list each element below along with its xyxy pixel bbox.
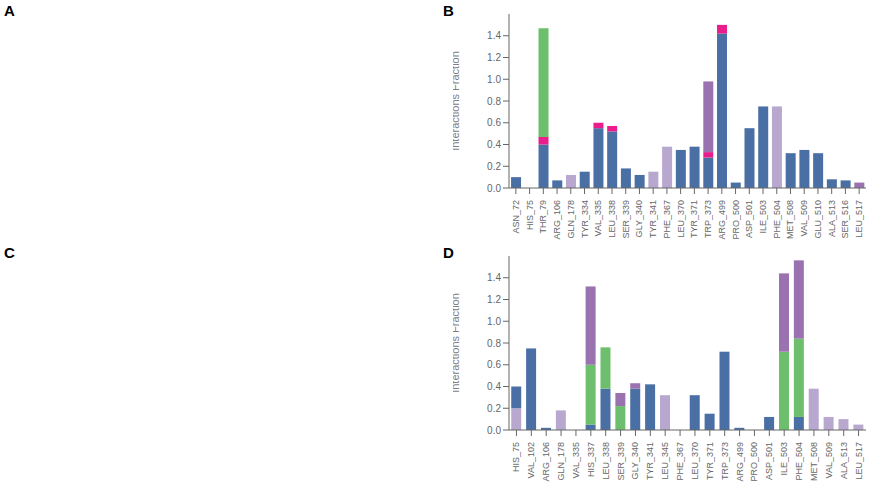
svg-text:ASP_501: ASP_501 xyxy=(764,442,774,480)
html-text:C: C xyxy=(4,244,15,261)
svg-text:0.2: 0.2 xyxy=(487,403,501,414)
svg-text:ALA_513: ALA_513 xyxy=(839,442,849,479)
svg-text:0.0: 0.0 xyxy=(487,425,501,436)
svg-text:TYR_341: TYR_341 xyxy=(645,442,655,480)
svg-text:ASP_501: ASP_501 xyxy=(744,200,754,238)
svg-text:TRP_373: TRP_373 xyxy=(703,200,713,238)
svg-text:PHE_367: PHE_367 xyxy=(662,200,672,239)
svg-text:GLN_178: GLN_178 xyxy=(556,442,566,481)
svg-text:ARG_499: ARG_499 xyxy=(717,200,727,240)
svg-text:SER_339: SER_339 xyxy=(616,442,626,481)
html-text:B: B xyxy=(443,2,454,19)
svg-text:LEU_370: LEU_370 xyxy=(676,200,686,238)
svg-text:HIS_75: HIS_75 xyxy=(511,442,521,472)
svg-text:MET_508: MET_508 xyxy=(809,442,819,481)
svg-text:1.0: 1.0 xyxy=(487,316,501,327)
svg-text:ALA_513: ALA_513 xyxy=(827,200,837,237)
svg-text:LEU_338: LEU_338 xyxy=(601,442,611,480)
svg-text:Interactions Fraction: Interactions Fraction xyxy=(453,293,461,393)
svg-text:TYR_371: TYR_371 xyxy=(689,200,699,238)
svg-text:ARG_106: ARG_106 xyxy=(541,442,551,482)
svg-text:ARG_499: ARG_499 xyxy=(735,442,745,482)
svg-text:LEU_370: LEU_370 xyxy=(690,442,700,480)
svg-text:0.6: 0.6 xyxy=(487,117,501,128)
svg-text:0.4: 0.4 xyxy=(487,381,501,392)
svg-text:LEU_345: LEU_345 xyxy=(660,442,670,480)
svg-text:1.2: 1.2 xyxy=(487,294,501,305)
svg-text:ARG_106: ARG_106 xyxy=(552,200,562,240)
svg-text:1.2: 1.2 xyxy=(487,52,501,63)
svg-text:VAL_335: VAL_335 xyxy=(593,200,603,236)
html-text:A: A xyxy=(4,2,15,19)
svg-text:LEU_338: LEU_338 xyxy=(607,200,617,238)
svg-text:SER_339: SER_339 xyxy=(621,200,631,239)
svg-text:0.6: 0.6 xyxy=(487,359,501,370)
svg-text:PHE_504: PHE_504 xyxy=(772,200,782,239)
svg-text:PRO_500: PRO_500 xyxy=(731,200,741,240)
svg-text:GLU_510: GLU_510 xyxy=(813,200,823,239)
svg-text:SER_516: SER_516 xyxy=(840,200,850,239)
svg-text:0.0: 0.0 xyxy=(487,183,501,194)
svg-text:GLY_340: GLY_340 xyxy=(634,200,644,237)
svg-text:VAL_509: VAL_509 xyxy=(824,442,834,478)
svg-text:1.0: 1.0 xyxy=(487,74,501,85)
svg-text:LEU_517: LEU_517 xyxy=(854,200,864,238)
svg-text:0.8: 0.8 xyxy=(487,96,501,107)
svg-text:TRP_373: TRP_373 xyxy=(720,442,730,480)
svg-text:Interactions Fraction: Interactions Fraction xyxy=(453,51,461,151)
svg-text:0.8: 0.8 xyxy=(487,338,501,349)
svg-text:1.4: 1.4 xyxy=(487,272,501,283)
svg-text:GLY_340: GLY_340 xyxy=(630,442,640,479)
svg-text:MET_508: MET_508 xyxy=(785,200,795,239)
svg-text:PHE_367: PHE_367 xyxy=(675,442,685,481)
svg-text:0.4: 0.4 xyxy=(487,139,501,150)
svg-text:0.2: 0.2 xyxy=(487,161,501,172)
svg-text:HIS_337: HIS_337 xyxy=(586,442,596,477)
svg-text:VAL_102: VAL_102 xyxy=(526,442,536,478)
svg-text:VAL_335: VAL_335 xyxy=(571,442,581,478)
svg-text:VAL_509: VAL_509 xyxy=(799,200,809,236)
svg-text:TYR_334: TYR_334 xyxy=(580,200,590,238)
svg-text:HIS_75: HIS_75 xyxy=(525,200,535,230)
svg-text:ILE_503: ILE_503 xyxy=(758,200,768,234)
svg-text:THR_79: THR_79 xyxy=(538,200,548,234)
svg-text:ASN_72: ASN_72 xyxy=(511,200,521,234)
svg-text:PHE_504: PHE_504 xyxy=(794,442,804,481)
svg-text:LEU_517: LEU_517 xyxy=(854,442,864,480)
svg-text:1.4: 1.4 xyxy=(487,30,501,41)
svg-text:GLN_178: GLN_178 xyxy=(566,200,576,239)
svg-text:TYR_371: TYR_371 xyxy=(705,442,715,480)
html-text:D: D xyxy=(443,244,454,261)
svg-text:ILE_503: ILE_503 xyxy=(779,442,789,476)
svg-text:TYR_341: TYR_341 xyxy=(648,200,658,238)
svg-text:PRO_500: PRO_500 xyxy=(749,442,759,482)
